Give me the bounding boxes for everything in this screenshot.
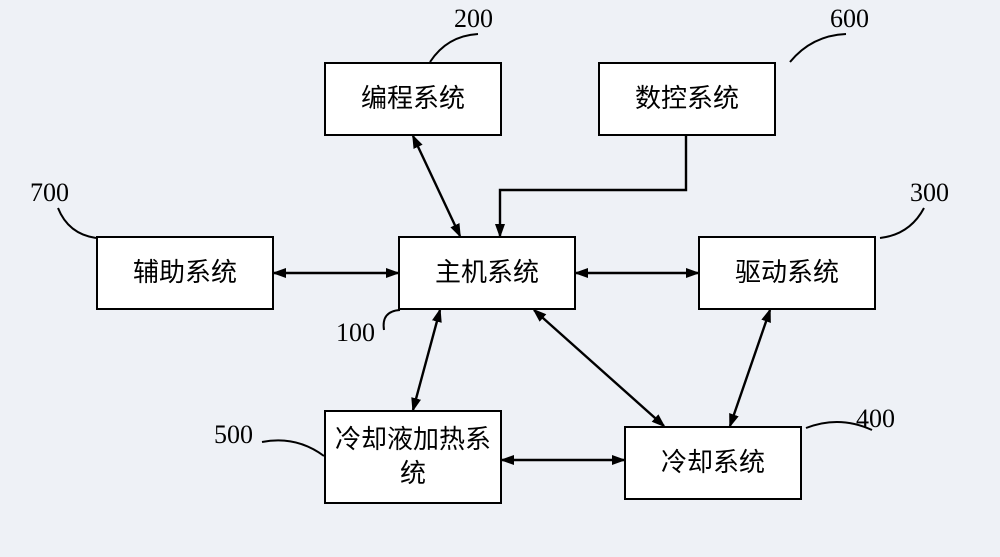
node-label: 驱动系统 — [735, 256, 839, 290]
node-coolant-heating-system: 冷却液加热系统 — [324, 410, 502, 504]
node-cooling-system: 冷却系统 — [624, 426, 802, 500]
ref-number-200: 200 — [454, 4, 493, 34]
node-label: 冷却液加热系统 — [330, 423, 496, 491]
node-drive-system: 驱动系统 — [698, 236, 876, 310]
ref-number-300: 300 — [910, 178, 949, 208]
ref-number-400: 400 — [856, 404, 895, 434]
node-cnc-system: 数控系统 — [598, 62, 776, 136]
diagram-canvas: 编程系统 数控系统 辅助系统 主机系统 驱动系统 冷却液加热系统 冷却系统 20… — [0, 0, 1000, 557]
ref-number-600: 600 — [830, 4, 869, 34]
ref-number-100: 100 — [336, 318, 375, 348]
ref-number-700: 700 — [30, 178, 69, 208]
node-label: 冷却系统 — [661, 446, 765, 480]
node-label: 主机系统 — [435, 256, 539, 290]
node-programming-system: 编程系统 — [324, 62, 502, 136]
node-label: 编程系统 — [361, 82, 465, 116]
ref-number-500: 500 — [214, 420, 253, 450]
node-label: 数控系统 — [635, 82, 739, 116]
node-label: 辅助系统 — [133, 256, 237, 290]
node-host-system: 主机系统 — [398, 236, 576, 310]
node-auxiliary-system: 辅助系统 — [96, 236, 274, 310]
